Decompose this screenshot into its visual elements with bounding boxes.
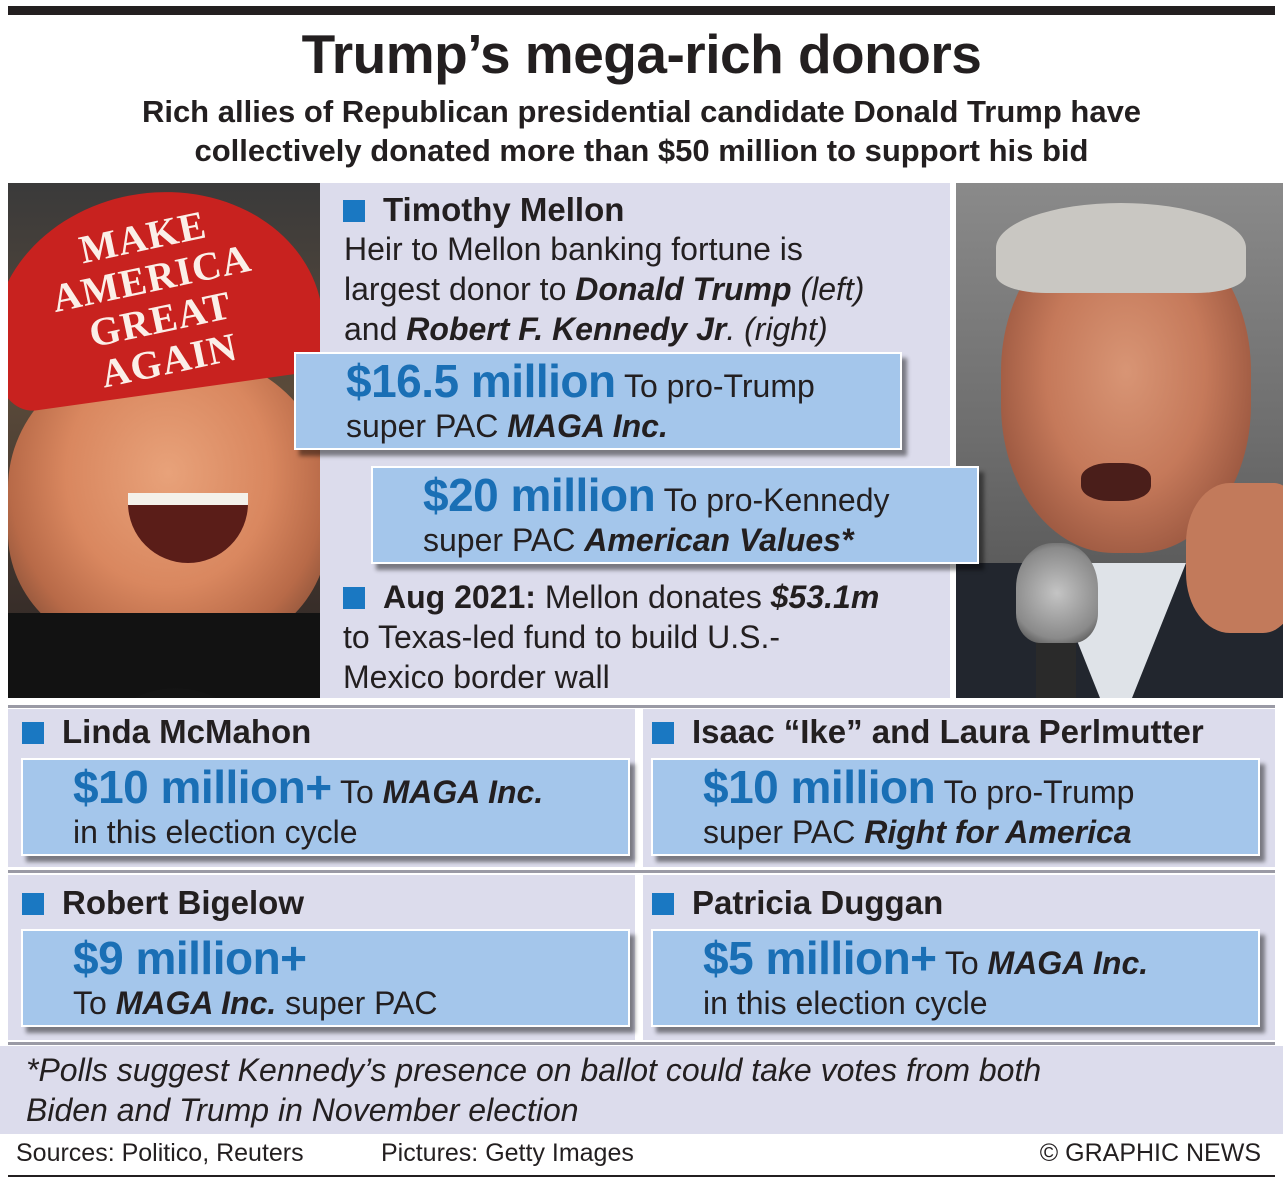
square-bullet-icon <box>343 587 365 609</box>
box-line-2: super PAC American Values* <box>423 520 977 560</box>
subtitle-line-2: collectively donated more than $50 milli… <box>194 133 1089 168</box>
donation-amount: $20 million <box>423 469 656 521</box>
perlmutter-donation-box: $10 million To pro-Trump super PAC Right… <box>651 758 1260 856</box>
square-bullet-icon <box>22 722 44 744</box>
box-line-1: $20 million To pro-Kennedy <box>423 470 977 520</box>
duggan-donation-box: $5 million+ To MAGA Inc. in this electio… <box>651 929 1260 1027</box>
aug-line-1: Aug 2021: Mellon donates $53.1m <box>343 577 943 617</box>
footnote: *Polls suggest Kennedy’s presence on bal… <box>0 1046 1283 1134</box>
right-note: . (right) <box>726 311 828 347</box>
subtitle-line-1: Rich allies of Republican presidential c… <box>141 94 1142 129</box>
aug-line-3: Mexico border wall <box>343 659 610 695</box>
bigelow-heading: Robert Bigelow <box>22 883 304 923</box>
left-note: (left) <box>791 271 865 307</box>
top-rule <box>8 6 1275 15</box>
donation-amount: $16.5 million <box>346 355 616 407</box>
box-line-1: $10 million To pro-Trump <box>703 762 1258 812</box>
box-line-1: $9 million+ <box>73 933 628 983</box>
box-line-2: super PAC MAGA Inc. <box>346 406 900 446</box>
aug-line-2: to Texas-led fund to build U.S.- <box>343 619 780 655</box>
section-rule <box>8 705 1275 708</box>
bigelow-donation-box: $9 million+ To MAGA Inc. super PAC <box>21 929 630 1027</box>
donation-text: super PAC <box>346 408 508 444</box>
kennedy-hand <box>1186 483 1283 633</box>
kennedy-name: Robert F. Kennedy Jr <box>406 311 727 347</box>
mcmahon-donation-box: $10 million+ To MAGA Inc. in this electi… <box>21 758 630 856</box>
box-line-2: in this election cycle <box>73 814 358 850</box>
microphone-stand <box>1036 638 1076 698</box>
publisher-credit: © GRAPHIC NEWS <box>1039 1139 1261 1167</box>
donation-text: super PAC <box>423 522 585 558</box>
donor-name: Isaac “Ike” and Laura Perlmutter <box>692 713 1204 750</box>
trump-suit <box>8 613 320 698</box>
mellon-desc-line-2: largest donor to Donald Trump (left) <box>344 269 944 309</box>
mellon-trump-donation-box: $16.5 million To pro-Trump super PAC MAG… <box>294 352 902 450</box>
perlmutter-heading: Isaac “Ike” and Laura Perlmutter <box>652 712 1204 752</box>
trump-name: Donald Trump <box>575 271 792 307</box>
footnote-line-2: Biden and Trump in November election <box>26 1092 579 1128</box>
mcmahon-heading: Linda McMahon <box>22 712 311 752</box>
section-rule <box>8 870 1275 873</box>
text-span: and <box>344 311 407 347</box>
donor-name: Linda McMahon <box>62 713 312 750</box>
square-bullet-icon <box>652 722 674 744</box>
pictures-credit: Pictures: Getty Images <box>381 1139 634 1167</box>
page-title: Trump’s mega-rich donors <box>301 23 982 85</box>
donation-text: To <box>331 774 383 810</box>
mellon-desc-line-3: and Robert F. Kennedy Jr. (right) <box>344 309 944 349</box>
pac-name: Right for America <box>864 814 1132 850</box>
donation-amount: $10 million <box>703 761 936 813</box>
mellon-description: Heir to Mellon banking fortune is larges… <box>344 229 944 349</box>
donor-name: Patricia Duggan <box>692 884 944 921</box>
mellon-name: Timothy Mellon <box>383 191 625 228</box>
aug-amount: $53.1m <box>770 579 880 615</box>
square-bullet-icon <box>652 893 674 915</box>
pac-name: American Values* <box>584 522 854 558</box>
duggan-heading: Patricia Duggan <box>652 883 943 923</box>
box-line-2: in this election cycle <box>703 985 988 1021</box>
pac-name: MAGA Inc. <box>507 408 668 444</box>
mellon-desc-line-1: Heir to Mellon banking fortune is <box>344 231 803 267</box>
bottom-rule <box>8 1175 1275 1177</box>
donation-text: To <box>73 985 116 1021</box>
kennedy-mouth <box>1081 463 1151 501</box>
page-subtitle: Rich allies of Republican presidential c… <box>0 92 1283 170</box>
donation-text: To pro-Trump <box>935 774 1135 810</box>
mellon-heading: Timothy Mellon <box>343 190 624 230</box>
kennedy-photo <box>956 183 1283 698</box>
box-line-1: $5 million+ To MAGA Inc. <box>703 933 1258 983</box>
donation-text: To pro-Trump <box>615 368 815 404</box>
footnote-line-1: *Polls suggest Kennedy’s presence on bal… <box>26 1052 1042 1088</box>
mellon-border-wall-note: Aug 2021: Mellon donates $53.1m to Texas… <box>343 577 943 697</box>
aug-text: Mellon donates <box>535 579 771 615</box>
pac-name: MAGA Inc. <box>987 945 1149 981</box>
donation-text: To <box>936 945 988 981</box>
microphone-icon <box>1016 543 1098 643</box>
microphone-icon <box>108 688 243 698</box>
kennedy-hair <box>996 203 1246 293</box>
donation-text: super PAC <box>276 985 438 1021</box>
text-span: largest donor to <box>344 271 576 307</box>
trump-photo: MAKE AMERICA GREAT AGAIN <box>8 183 320 698</box>
donation-text: To pro-Kennedy <box>655 482 890 518</box>
box-line-1: $10 million+ To MAGA Inc. <box>73 762 628 812</box>
donation-text: super PAC <box>703 814 865 850</box>
aug-date: Aug 2021: <box>383 579 536 615</box>
section-rule <box>8 1042 1275 1045</box>
pac-name: MAGA Inc. <box>382 774 544 810</box>
square-bullet-icon <box>22 893 44 915</box>
box-line-1: $16.5 million To pro-Trump <box>346 356 900 406</box>
square-bullet-icon <box>343 200 365 222</box>
box-line-2: super PAC Right for America <box>703 812 1258 852</box>
donor-name: Robert Bigelow <box>62 884 305 921</box>
donation-amount: $9 million+ <box>73 932 307 984</box>
sources-credit: Sources: Politico, Reuters <box>16 1139 304 1167</box>
mellon-kennedy-donation-box: $20 million To pro-Kennedy super PAC Ame… <box>371 466 979 564</box>
pac-name: MAGA Inc. <box>115 985 277 1021</box>
box-line-2: To MAGA Inc. super PAC <box>73 983 628 1023</box>
donation-amount: $10 million+ <box>73 761 332 813</box>
donation-amount: $5 million+ <box>703 932 937 984</box>
